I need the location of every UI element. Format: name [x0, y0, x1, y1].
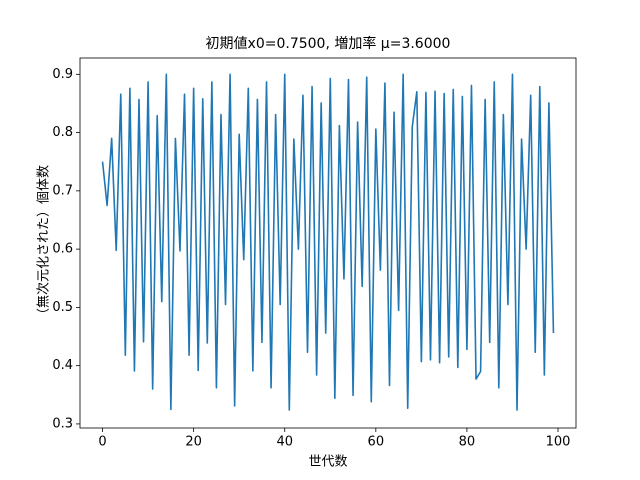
chart-title: 初期値x0=0.7500, 増加率 μ=3.6000 — [206, 35, 451, 52]
y-tick-label: 0.8 — [52, 125, 73, 140]
plot-frame — [79, 57, 577, 429]
data-line — [101, 73, 555, 411]
x-tick-label: 80 — [459, 435, 476, 450]
x-tick-label: 0 — [98, 435, 106, 450]
y-tick-label: 0.9 — [52, 67, 73, 82]
y-tick-label: 0.3 — [52, 416, 73, 431]
y-tick-label: 0.6 — [52, 242, 73, 257]
y-tick-label: 0.7 — [52, 183, 73, 198]
x-tick-label: 20 — [185, 435, 202, 450]
x-tick-label: 100 — [546, 435, 571, 450]
y-tick-label: 0.4 — [52, 358, 73, 373]
y-axis-label: （無次元化された）個体数 — [36, 165, 52, 321]
x-axis-label: 世代数 — [308, 455, 347, 470]
y-tick-label: 0.5 — [52, 300, 73, 315]
x-tick-label: 40 — [276, 435, 293, 450]
x-tick-label: 60 — [368, 435, 385, 450]
